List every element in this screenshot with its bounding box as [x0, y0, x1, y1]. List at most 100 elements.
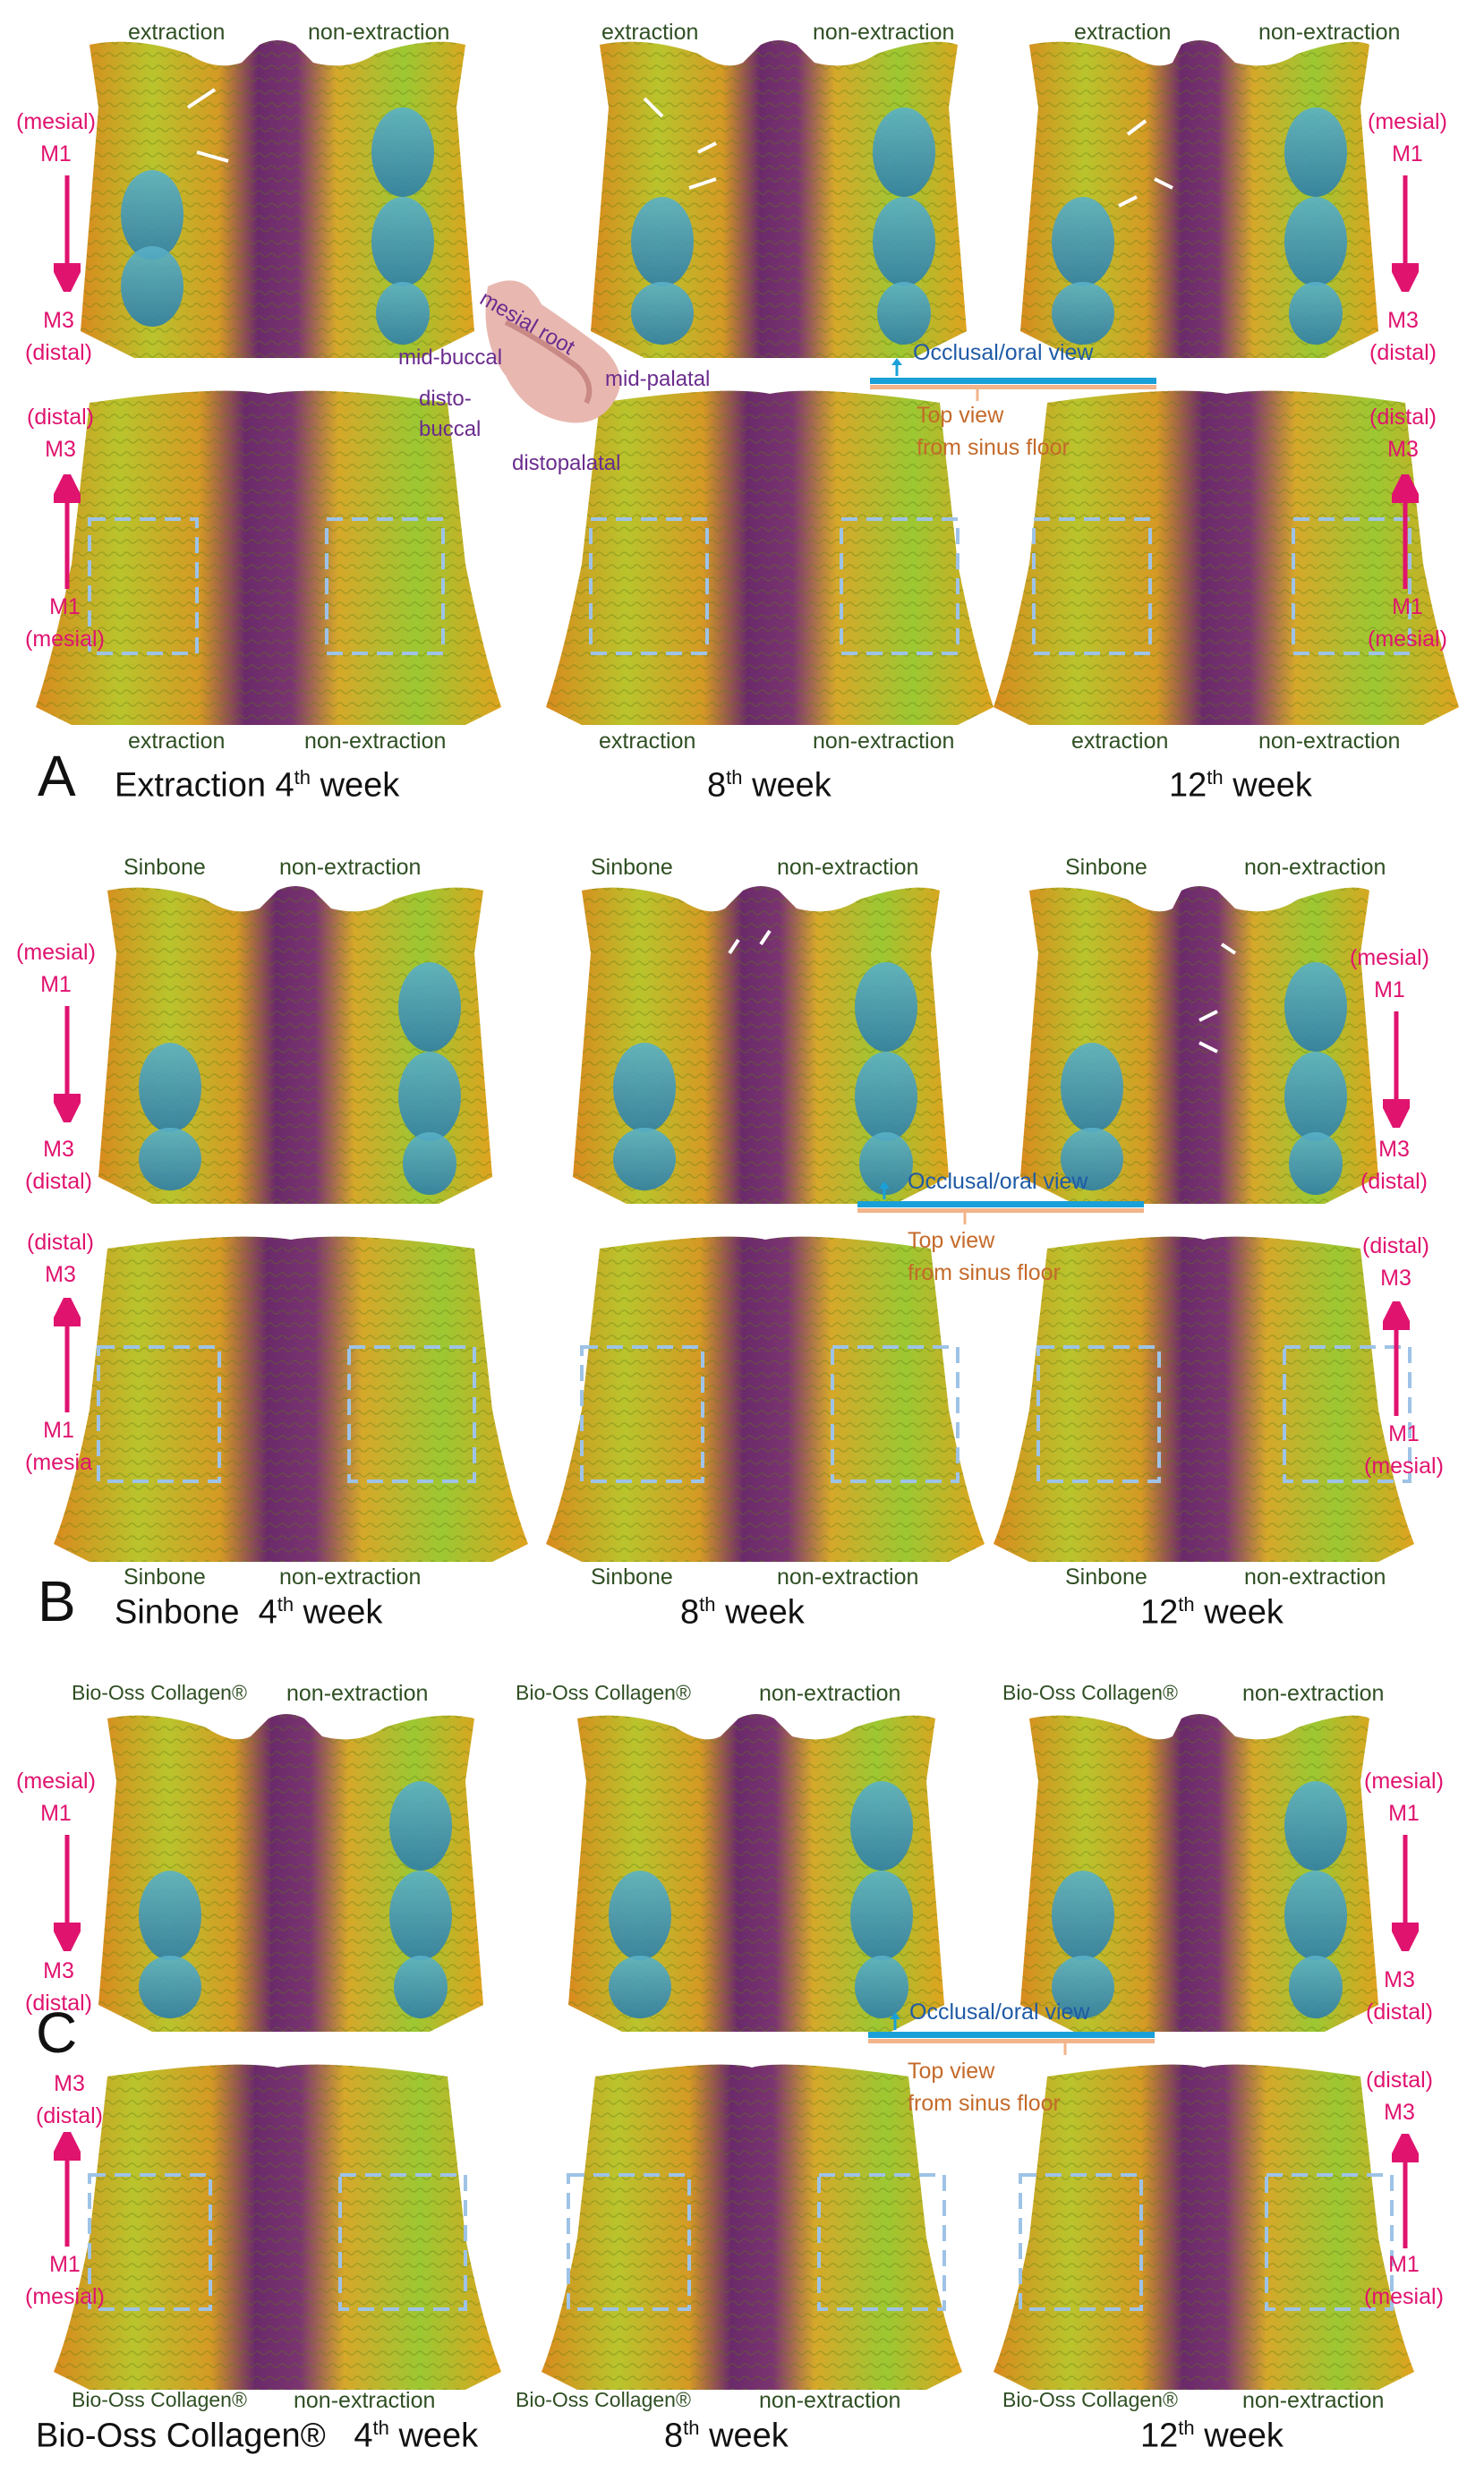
label-b-4wk-sinbone-top: Sinbone — [124, 855, 206, 880]
orient-c-left-m3: M3 (distal) — [25, 1958, 93, 2016]
orient-b-right-m1: M1 (mesial) — [1364, 1421, 1444, 1479]
label-a-12wk-extraction-bottom: extraction — [1071, 729, 1169, 754]
tooth-label-distopalatal: distopalatal — [512, 451, 621, 475]
arrow-b-right-up — [1383, 1301, 1410, 1416]
legend-c-occlusal: Occlusal/oral view — [909, 2000, 1090, 2025]
specimen-c-4wk-top — [54, 2059, 501, 2390]
orient-a-left-m1: M1 (mesial) — [25, 594, 105, 652]
specimen-b-8wk-occlusal — [573, 882, 949, 1208]
label-b-12wk-sinbone-top: Sinbone — [1065, 855, 1147, 880]
label-c-12wk-nonextraction-top: non-extraction — [1242, 1681, 1385, 1706]
label-c-12wk-nonextraction-bottom: non-extraction — [1242, 2388, 1385, 2413]
label-c-4wk-biooss-top: Bio-Oss Collagen® — [72, 1681, 247, 1704]
label-a-4wk-nonextraction-bottom: non-extraction — [304, 729, 447, 754]
specimen-b-4wk-occlusal — [98, 882, 492, 1208]
orient-a-right-mesial: (mesial) M1 — [1368, 109, 1447, 166]
panel-letter-a: A — [38, 744, 76, 808]
orient-b-right-m3: M3 (distal) — [1360, 1137, 1429, 1194]
specimen-b-12wk-top — [994, 1231, 1414, 1562]
caption-c-12wk: 12th week — [1140, 2417, 1284, 2455]
label-a-8wk-extraction-bottom: extraction — [599, 729, 696, 754]
orient-c-left-m3-lower: M3 (distal) — [36, 2071, 104, 2128]
specimen-b-4wk-top — [54, 1231, 528, 1562]
label-b-4wk-nonextraction-top: non-extraction — [279, 855, 422, 880]
legend-b-bars — [857, 1181, 1144, 1224]
specimen-a-8wk-occlusal — [591, 36, 967, 367]
caption-b-12wk: 12th week — [1140, 1593, 1284, 1632]
caption-c-8wk: 8th week — [664, 2417, 789, 2455]
orient-b-left-mesial: (mesial) M1 — [16, 940, 96, 997]
orient-b-right-distal: (distal) M3 — [1362, 1233, 1430, 1291]
label-a-4wk-extraction-bottom: extraction — [128, 729, 226, 754]
arrow-c-right-up — [1392, 2134, 1419, 2248]
tooth-label-disto-buccal-1: disto- — [419, 387, 472, 411]
panel-letter-b: B — [38, 1569, 76, 1633]
arrow-b-left-down — [54, 1006, 81, 1122]
arrow-b-left-up — [54, 1298, 81, 1412]
label-b-4wk-nonextraction-bottom: non-extraction — [279, 1565, 422, 1590]
orient-b-left-m3: M3 (distal) — [25, 1137, 93, 1194]
label-a-4wk-nonextraction-top: non-extraction — [308, 20, 450, 45]
tooth-label-disto-buccal-2: buccal — [419, 417, 482, 441]
orient-c-right-m3: M3 (distal) — [1366, 1967, 1434, 2025]
tooth-label-mid-palatal: mid-palatal — [605, 367, 711, 391]
orient-a-right-m1: M1 (mesial) — [1368, 594, 1447, 652]
label-c-8wk-nonextraction-top: non-extraction — [759, 1681, 901, 1706]
specimen-c-12wk-top — [994, 2059, 1414, 2390]
arrow-c-left-up — [54, 2132, 81, 2247]
label-c-12wk-biooss-bottom: Bio-Oss Collagen® — [1002, 2388, 1178, 2411]
arrow-a-left-down — [54, 175, 81, 292]
arrow-b-right-down — [1383, 1011, 1410, 1128]
orient-c-left-mesial: (mesial) M1 — [16, 1769, 96, 1826]
tooth-photo-inset — [470, 269, 631, 439]
orient-a-right-m3: M3 (distal) — [1369, 308, 1437, 365]
orient-c-right-distal: (distal) M3 — [1366, 2068, 1434, 2125]
label-b-12wk-sinbone-bottom: Sinbone — [1065, 1565, 1147, 1590]
caption-b-4wk: Sinbone 4th week — [115, 1593, 383, 1632]
orient-c-right-m1: M1 (mesial) — [1364, 2252, 1444, 2309]
label-a-8wk-nonextraction-top: non-extraction — [813, 20, 955, 45]
legend-b-occlusal: Occlusal/oral view — [908, 1169, 1088, 1194]
label-c-4wk-nonextraction-bottom: non-extraction — [294, 2388, 436, 2413]
label-a-12wk-extraction-top: extraction — [1074, 20, 1172, 45]
orient-a-right-distal: (distal) M3 — [1369, 405, 1437, 462]
caption-c-4wk: Bio-Oss Collagen® 4th week — [36, 2417, 479, 2455]
specimen-c-12wk-occlusal — [1020, 1710, 1378, 2041]
orient-b-left-m1: M1 (mesia — [25, 1418, 93, 1475]
label-a-12wk-nonextraction-bottom: non-extraction — [1258, 729, 1401, 754]
arrow-a-right-up — [1392, 474, 1419, 589]
label-b-8wk-sinbone-bottom: Sinbone — [591, 1565, 673, 1590]
legend-a-topview: Top view from sinus floor — [917, 403, 1070, 460]
label-c-4wk-nonextraction-top: non-extraction — [286, 1681, 429, 1706]
label-c-4wk-biooss-bottom: Bio-Oss Collagen® — [72, 2388, 247, 2411]
label-c-8wk-biooss-bottom: Bio-Oss Collagen® — [516, 2388, 691, 2411]
specimen-b-12wk-occlusal — [1020, 882, 1378, 1208]
orient-b-right-mesial: (mesial) M1 — [1350, 945, 1429, 1002]
label-b-4wk-sinbone-bottom: Sinbone — [124, 1565, 206, 1590]
legend-c-bars — [868, 2012, 1155, 2055]
label-c-8wk-nonextraction-bottom: non-extraction — [759, 2388, 901, 2413]
orient-c-left-m1: M1 (mesial) — [25, 2252, 105, 2309]
orient-a-left-distal: (distal) M3 — [27, 405, 95, 462]
arrow-c-left-down — [54, 1835, 81, 1951]
tooth-label-mid-buccal: mid-buccal — [398, 345, 503, 370]
orient-a-left-m3: M3 (distal) — [25, 308, 93, 365]
arrow-a-left-up — [54, 474, 81, 589]
label-a-12wk-nonextraction-top: non-extraction — [1258, 20, 1401, 45]
orient-b-left-distal: (distal) M3 — [27, 1230, 95, 1287]
caption-a-12wk: 12th week — [1169, 766, 1312, 805]
label-b-8wk-sinbone-top: Sinbone — [591, 855, 673, 880]
label-b-8wk-nonextraction-bottom: non-extraction — [777, 1565, 919, 1590]
specimen-b-8wk-top — [546, 1231, 985, 1562]
label-b-8wk-nonextraction-top: non-extraction — [777, 855, 919, 880]
legend-a-occlusal: Occlusal/oral view — [913, 340, 1094, 365]
orient-c-right-mesial: (mesial) M1 — [1364, 1769, 1444, 1826]
caption-a-8wk: 8th week — [707, 766, 832, 805]
label-c-8wk-biooss-top: Bio-Oss Collagen® — [516, 1681, 691, 1704]
specimen-a-12wk-occlusal — [1020, 36, 1378, 367]
legend-c-topview: Top view from sinus floor — [908, 2059, 1061, 2116]
label-c-12wk-biooss-top: Bio-Oss Collagen® — [1002, 1681, 1178, 1704]
caption-b-8wk: 8th week — [680, 1593, 805, 1632]
orient-a-left-mesial: (mesial) M1 — [16, 109, 96, 166]
arrow-a-right-down — [1392, 175, 1419, 292]
